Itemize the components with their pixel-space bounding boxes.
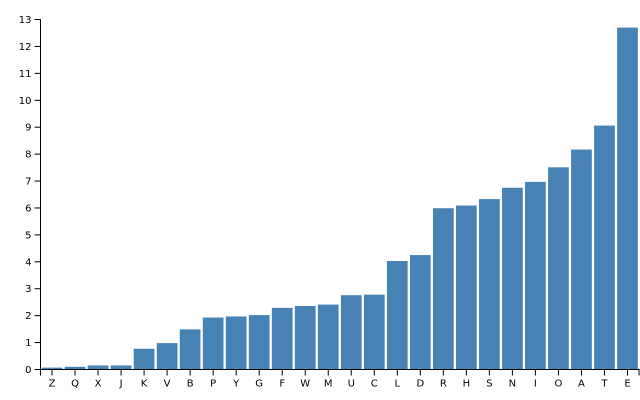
bar — [294, 305, 316, 370]
bar — [87, 365, 109, 370]
bar — [271, 307, 293, 370]
y-tick-label: 7 — [25, 177, 31, 188]
bar — [571, 149, 592, 370]
x-tick-label: K — [141, 379, 148, 390]
x-tick-label: F — [279, 379, 285, 390]
x-tick-label: Q — [71, 379, 79, 390]
x-tick-label: T — [600, 379, 608, 390]
bar — [64, 366, 86, 370]
bar — [202, 317, 224, 370]
y-tick-label: 13 — [19, 15, 32, 26]
bar — [502, 187, 523, 370]
x-tick-label: Z — [49, 379, 56, 390]
y-tick-label: 8 — [25, 150, 31, 161]
x-tick-label: B — [187, 379, 194, 390]
x-tick-label: A — [578, 379, 585, 390]
bar — [340, 295, 362, 370]
x-tick-label: N — [509, 379, 516, 390]
x-tick-label: G — [255, 379, 263, 390]
bar — [479, 199, 500, 370]
y-tick-label: 5 — [25, 230, 31, 241]
y-tick-label: 10 — [19, 96, 32, 107]
y-tick-label: 4 — [25, 257, 31, 268]
bar — [225, 316, 247, 370]
x-tick-label: D — [416, 379, 424, 390]
x-tick-label: L — [395, 379, 401, 390]
bar — [179, 329, 201, 370]
x-tick-label: W — [300, 379, 310, 390]
x-tick-label: J — [119, 379, 123, 390]
y-tick-label: 9 — [25, 123, 31, 134]
bar — [41, 367, 63, 370]
bar — [409, 255, 431, 370]
x-tick-label: U — [348, 379, 355, 390]
y-axis — [34, 19, 41, 370]
x-tick-label: S — [486, 379, 492, 390]
bar — [455, 205, 477, 370]
x-tick-label: X — [95, 379, 102, 390]
y-tick-label: 12 — [19, 42, 32, 53]
x-tick-label: O — [554, 379, 562, 390]
y-tick-label: 6 — [25, 203, 31, 214]
y-tick-label: 1 — [25, 338, 31, 349]
y-tick-label: 0 — [25, 365, 31, 376]
bar — [133, 348, 155, 370]
x-axis — [40, 369, 640, 376]
bar — [525, 181, 546, 370]
y-tick-label: 11 — [19, 69, 32, 80]
x-tick-label: P — [210, 379, 216, 390]
x-tick-label: C — [371, 379, 378, 390]
x-tick-label: Y — [232, 379, 240, 390]
x-tick-label: E — [624, 379, 630, 390]
bar — [110, 365, 132, 370]
x-tick-label: H — [463, 379, 471, 390]
x-tick-label: V — [164, 379, 171, 390]
bar — [386, 261, 408, 370]
bar — [432, 208, 454, 370]
bar — [363, 294, 385, 370]
bar — [617, 27, 638, 370]
bar — [248, 315, 270, 370]
y-tick-label: 3 — [25, 284, 31, 295]
bar — [594, 125, 615, 370]
x-tick-label: R — [440, 379, 447, 390]
y-tick-label: 2 — [25, 311, 31, 322]
bar — [317, 304, 339, 370]
x-tick-label: M — [324, 379, 333, 390]
bar — [156, 343, 178, 370]
x-tick-label: I — [534, 379, 537, 390]
bar — [548, 167, 569, 370]
